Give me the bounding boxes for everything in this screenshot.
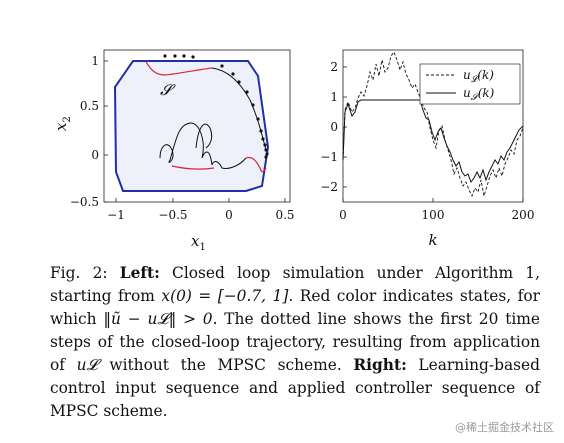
trajectory-top <box>211 67 267 151</box>
right-x-tick-label: 200 <box>512 208 535 222</box>
right-x-axis-label: k <box>428 231 437 249</box>
left-y-tick-label: 0 <box>91 148 99 162</box>
figure: 𝓢 −1 −0.5 0 <box>52 49 535 253</box>
caption-math: x(0) = [−0.7, 1] <box>161 287 289 305</box>
dotted-trajectory <box>163 54 269 159</box>
left-y-tick-label: 0.5 <box>80 99 99 113</box>
caption-left-label: Left: <box>119 264 160 282</box>
right-y-tick-label: 2 <box>330 60 338 74</box>
legend-label-u-L: u𝓛(k) <box>463 68 494 85</box>
trajectory-bottom <box>159 122 247 169</box>
caption-math: ‖ũ − u𝓛‖ > 0 <box>103 310 213 328</box>
right-x-tick-label: 0 <box>339 208 347 222</box>
caption-text: Learning-based control input sequence an… <box>50 356 540 420</box>
series-u-L <box>342 51 524 198</box>
left-x-tick-label: −0.5 <box>158 208 187 222</box>
left-x-tick-label: −1 <box>107 208 125 222</box>
series-u-S <box>342 99 524 184</box>
right-y-tick-label: −2 <box>320 180 338 194</box>
red-state-segment-right <box>245 156 267 173</box>
caption-right-label: Right: <box>353 356 407 374</box>
caption-math: u𝓛 <box>76 356 98 374</box>
left-x-ticks <box>104 60 286 203</box>
right-y-tick-label: 0 <box>330 120 338 134</box>
left-x-tick-label: 0 <box>225 208 233 222</box>
caption-text: Closed loop simulation under Algorithm 1… <box>50 264 540 305</box>
right-ticks <box>342 66 524 202</box>
figure-caption: Fig. 2: Left: Closed loop simulation und… <box>50 262 540 423</box>
left-x-tick-label: 0.5 <box>275 208 294 222</box>
caption-fig-label: Fig. 2: <box>50 264 108 282</box>
red-state-segment-lower <box>171 165 215 170</box>
right-y-tick-label: 1 <box>330 90 338 104</box>
left-y-axis-label: x2 <box>52 116 73 131</box>
trajectory-loop <box>195 123 213 149</box>
right-x-tick-label: 100 <box>422 208 445 222</box>
watermark: @稀土掘金技术社区 <box>455 421 554 434</box>
safe-set-region <box>113 60 270 192</box>
caption-text: . Red color indicates states, for which <box>50 287 540 328</box>
left-y-tick-label: −0.5 <box>70 195 99 209</box>
caption-text: . The dotted line shows the first 20 tim… <box>50 310 541 374</box>
legend-label-u-S: u𝓢(k) <box>463 86 495 103</box>
right-y-tick-label: −1 <box>320 150 338 164</box>
legend-box <box>419 63 521 105</box>
caption-text: without the MPSC scheme. <box>97 356 354 374</box>
left-plot: 𝓢 −1 −0.5 0 <box>52 49 295 253</box>
right-plot: u𝓛(k) u𝓢(k) 0 100 200 2 1 0 −1 −2 k <box>320 49 535 249</box>
left-x-axis-label: x1 <box>191 232 206 253</box>
left-plot-frame <box>103 49 291 203</box>
red-state-segment <box>145 61 213 76</box>
left-y-tick-label: 1 <box>91 54 99 68</box>
